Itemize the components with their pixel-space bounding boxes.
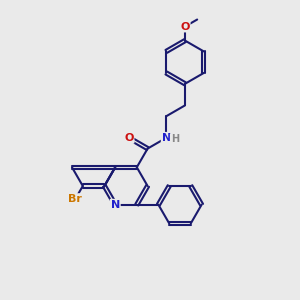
Text: H: H xyxy=(171,134,179,144)
Text: Br: Br xyxy=(68,194,82,204)
Text: N: N xyxy=(111,200,120,210)
Text: O: O xyxy=(124,133,134,143)
Text: N: N xyxy=(162,133,171,143)
Text: O: O xyxy=(180,22,190,32)
